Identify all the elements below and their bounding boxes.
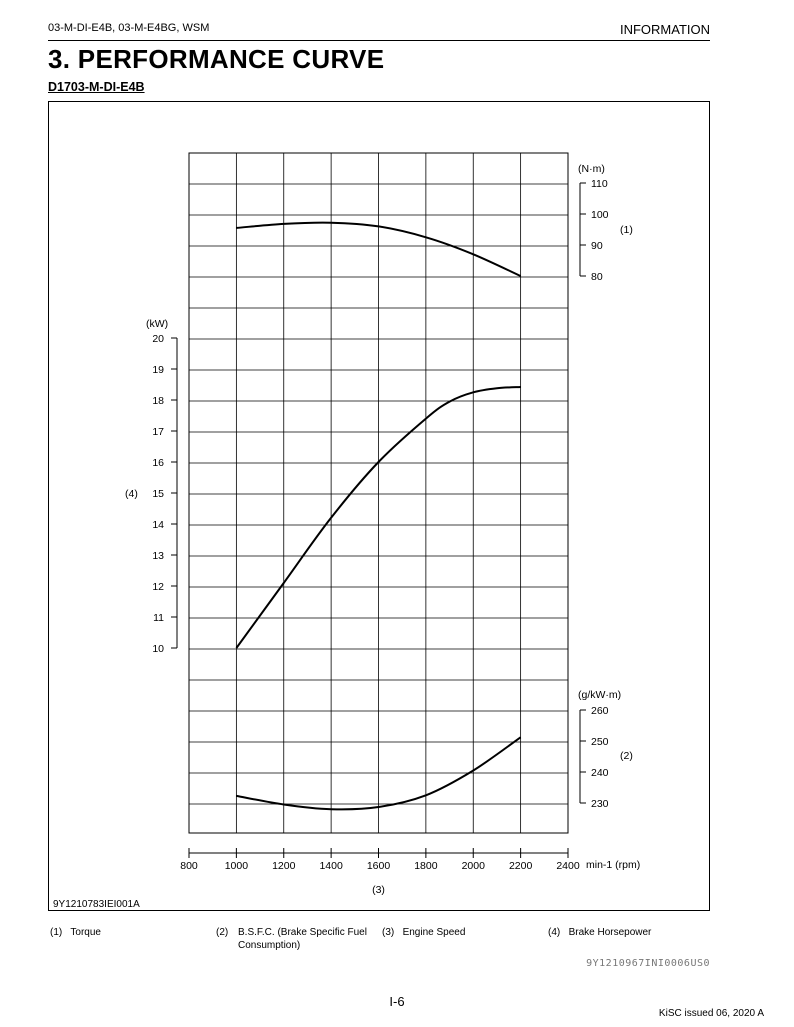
document-code: 9Y1210967INI0006US0 [586,958,710,969]
page-number: I-6 [389,994,405,1009]
x-tick-label: 2000 [462,860,486,872]
bsfc-tick-label: 230 [591,798,609,810]
header-document-id: 03-M-DI-E4B, 03-M-E4BG, WSM [48,22,210,34]
legend-item-bsfc: (2) B.S.F.C. (Brake Specific Fuel Consum… [216,926,376,952]
power-tick-label: 13 [152,550,164,562]
bsfc-axis-unit: (g/kW·m) [578,689,621,701]
x-tick-label: 2200 [509,860,533,872]
x-tick-label: 1400 [319,860,343,872]
legend-item-brake-horsepower: (4) Brake Horsepower [548,926,651,939]
x-tick-label: 1800 [414,860,438,872]
power-tick-label: 17 [152,426,164,438]
legend-number: (1) [50,927,63,938]
power-tick-label: 14 [152,519,164,531]
header-rule [48,40,710,41]
torque-tick-label: 90 [591,240,603,252]
figure-frame [48,101,710,911]
page-title: 3. PERFORMANCE CURVE [48,44,385,74]
legend-number: (2) [216,927,229,938]
torque-tick-label: 80 [591,271,603,283]
power-tick-label: 12 [152,581,164,593]
x-axis-unit: min-1 (rpm) [586,859,640,871]
x-tick-label: 800 [180,860,198,872]
legend-item-torque: (1) Torque [50,926,101,939]
legend-number: (4) [548,927,561,938]
bsfc-tick-label: 250 [591,736,609,748]
x-axis-label: (3) [372,884,385,896]
legend-text: Engine Speed [402,927,466,938]
chart-axes: 800 1000 1200 1400 1600 1800 2000 2200 2400 min-1… [125,163,640,896]
torque-callout: (1) [620,224,633,236]
x-tick-label: 1200 [272,860,296,872]
header-section: INFORMATION [619,22,710,37]
bsfc-tick-label: 260 [591,705,609,717]
legend-text: Torque [70,927,101,938]
torque-curve [236,221,522,277]
x-tick-label: 1000 [225,860,249,872]
legend-text: B.S.F.C. (Brake Specific Fuel Consumptio… [238,927,367,951]
power-axis-unit: (kW) [146,318,168,330]
torque-tick-label: 100 [591,209,609,221]
legend-item-engine-speed: (3) Engine Speed [382,926,465,939]
x-tick-label: 1600 [367,860,391,872]
power-tick-label: 18 [152,395,164,407]
footer-issue: KiSC issued 06, 2020 A [658,1008,764,1019]
bsfc-tick-label: 240 [591,767,609,779]
power-tick-label: 10 [152,643,164,655]
power-tick-label: 19 [152,364,164,376]
legend-text: Brake Horsepower [568,927,652,938]
power-tick-label: 15 [152,488,164,500]
torque-axis-unit: (N·m) [578,163,605,175]
chart-curves [235,221,522,811]
power-tick-label: 16 [152,457,164,469]
model-subtitle: D1703-M-DI-E4B [48,80,145,94]
power-tick-label: 11 [153,612,164,624]
x-tick-label: 2400 [556,860,580,872]
bsfc-callout: (2) [620,750,633,762]
figure-code: 9Y1210783IEI001A [53,899,140,910]
power-tick-label: 20 [152,333,164,345]
chart-grid [188,152,569,834]
torque-tick-label: 110 [591,178,608,190]
power-curve [235,386,521,649]
legend-number: (3) [382,927,395,938]
power-callout: (4) [125,488,138,500]
bsfc-curve [236,736,522,811]
